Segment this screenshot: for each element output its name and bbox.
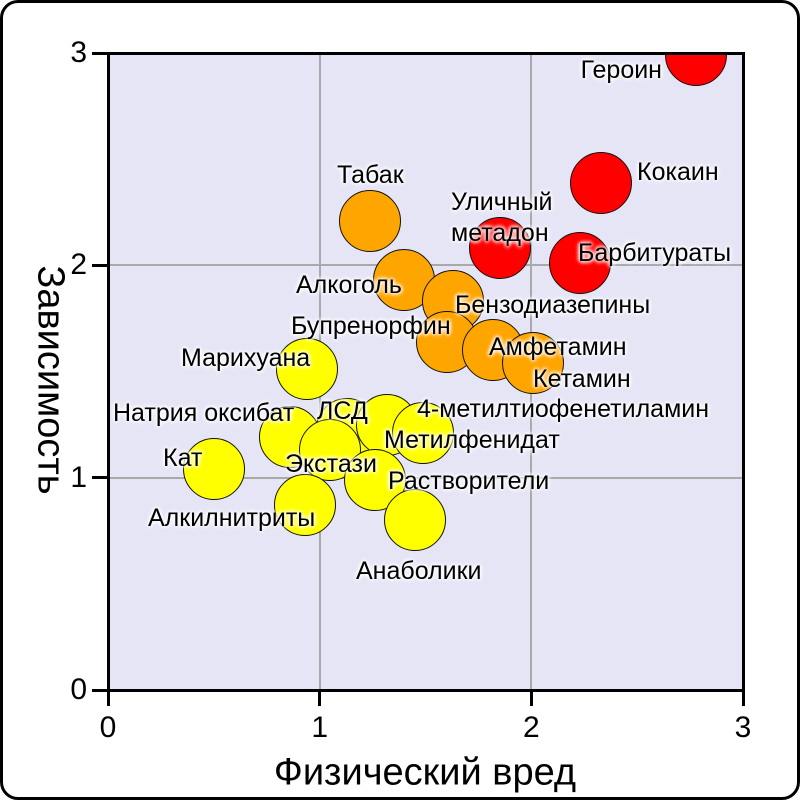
x-tick-mark-3: [741, 690, 745, 706]
y-axis-title: Зависимость: [29, 265, 72, 495]
plot-area: [106, 51, 745, 692]
bubble-cocaine: [570, 151, 633, 214]
gridline-y-1: [109, 476, 742, 479]
label-line: 4-метилтиофенетиламин: [417, 394, 710, 423]
x-tick-mark-1: [318, 690, 322, 706]
label-line: Анаболики: [356, 556, 482, 585]
label-line: Табак: [337, 160, 404, 189]
label-line: Алкилнитриты: [148, 503, 316, 532]
label-heroin: Героин: [581, 55, 662, 86]
label-khat: Кат: [163, 443, 202, 474]
y-tick-label-3: 3: [70, 36, 87, 69]
bubble-ketamine: [502, 332, 565, 394]
label-line: Алкоголь: [296, 270, 402, 299]
plot-clip-layer: [109, 54, 742, 689]
label-line: Амфетамин: [489, 332, 627, 361]
label-line: Метилфенидат: [384, 425, 560, 454]
bubble-cannabis: [275, 338, 338, 401]
label-tobacco: Табак: [337, 160, 404, 191]
bubble-alkyl-nitrites: [273, 474, 336, 537]
x-tick-label-0: 0: [99, 711, 117, 744]
label-line: Барбитураты: [578, 238, 732, 267]
label-ketamine: Кетамин: [533, 364, 631, 395]
x-tick-label-2: 2: [522, 711, 540, 744]
label-line: ЛСД: [317, 396, 368, 425]
label-line: Бупренорфин: [291, 311, 451, 340]
label-line: Экстази: [285, 449, 377, 478]
y-tick-label-1: 1: [70, 460, 87, 494]
label-alkyl-nitrites: Алкилнитриты: [148, 503, 315, 534]
bubble-tobacco: [339, 189, 402, 252]
label-cannabis: Марихуана: [181, 343, 310, 374]
label-line: Кетамин: [533, 364, 631, 393]
x-tick-label-3: 3: [734, 711, 752, 744]
label-ecstasy: Экстази: [285, 449, 377, 480]
bubble-street-methadone: [468, 217, 531, 280]
bubble-heroin: [665, 54, 728, 87]
label-lsd: ЛСД: [317, 396, 368, 427]
y-tick-label-2: 2: [70, 248, 87, 282]
label-benzodiazepines: Бензодиазепины: [455, 290, 650, 321]
label-line: Уличный: [451, 187, 553, 216]
label-line: Бензодиазепины: [455, 290, 651, 319]
label-amphetamine: Амфетамин: [489, 332, 627, 363]
y-tick-mark-1: [92, 476, 108, 480]
label-barbiturates: Барбитураты: [578, 238, 731, 269]
label-line: Марихуана: [181, 343, 311, 372]
x-tick-mark-0: [106, 690, 110, 706]
label-cocaine: Кокаин: [637, 157, 719, 188]
label-line: Героин: [580, 55, 662, 84]
label-anabolic-steroids: Анаболики: [356, 556, 482, 587]
x-tick-mark-2: [529, 690, 533, 706]
bubble-anabolic-steroids: [383, 489, 446, 552]
y-tick-mark-3: [92, 51, 108, 55]
label-line: метадон: [451, 218, 549, 247]
y-tick-mark-0: [92, 688, 108, 692]
y-tick-label-0: 0: [70, 673, 87, 706]
label-methylphenidate: Метилфенидат: [384, 425, 560, 456]
bubble-4-mta: [392, 402, 455, 465]
label-sodium-oxybate: Натрия оксибат: [113, 398, 294, 429]
y-tick-mark-2: [92, 263, 108, 267]
x-axis-title: Физический вред: [273, 751, 577, 794]
label-solvents: Растворители: [388, 466, 549, 497]
label-line: Кат: [163, 443, 203, 472]
x-tick-label-1: 1: [311, 711, 328, 744]
label-4-mta: 4-метилтиофенетиламин: [417, 394, 709, 425]
label-street-methadone: Уличный метадон: [451, 187, 553, 249]
bubble-khat: [182, 438, 245, 501]
label-buprenorphine: Бупренорфин: [291, 311, 451, 342]
label-line: Натрия оксибат: [113, 398, 295, 427]
label-alcohol: Алкоголь: [296, 270, 402, 301]
label-line: Растворители: [388, 466, 550, 495]
label-line: Кокаин: [637, 157, 719, 186]
bubble-barbiturates: [549, 232, 612, 295]
